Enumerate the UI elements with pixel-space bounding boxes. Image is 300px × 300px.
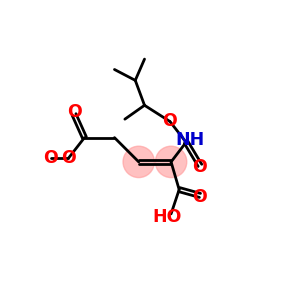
Text: O: O: [193, 188, 207, 206]
Text: O: O: [44, 149, 58, 167]
Text: O: O: [67, 103, 81, 121]
Text: HO: HO: [152, 208, 182, 226]
Text: O: O: [61, 149, 76, 167]
Circle shape: [123, 146, 154, 178]
Text: NH: NH: [175, 131, 204, 149]
Circle shape: [155, 146, 187, 178]
Text: O: O: [193, 158, 207, 176]
Text: O: O: [163, 112, 177, 130]
